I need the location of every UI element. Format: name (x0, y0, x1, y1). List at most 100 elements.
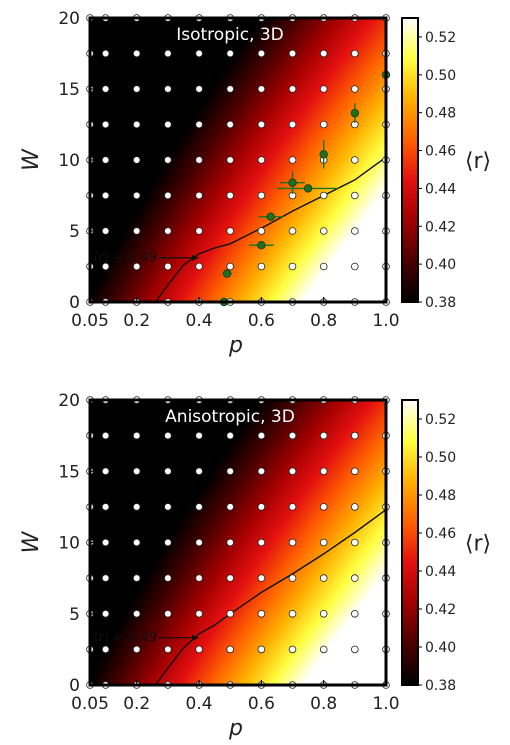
colorbar-tick-label: 0.48 (425, 106, 456, 122)
sample-point (319, 120, 328, 129)
colorbar-tick-label: 0.50 (425, 450, 456, 466)
sample-point (288, 645, 297, 654)
sample-point (101, 609, 110, 618)
sample-point (164, 156, 172, 164)
sample-point (101, 538, 110, 547)
sample-point (288, 227, 297, 235)
sample-point (132, 85, 141, 93)
sample-point (101, 503, 110, 511)
sample-point (132, 156, 141, 164)
colorbar-tick-label: 0.42 (425, 219, 456, 235)
sample-point (288, 262, 297, 271)
contour-label: ⟨r⟩ = 0.49 (93, 251, 157, 266)
sample-point (257, 645, 266, 654)
sample-point (226, 120, 235, 129)
colorbar-label: ⟨r⟩ (465, 532, 491, 557)
green-point (222, 269, 232, 278)
y-tick-label: 10 (58, 534, 80, 554)
sample-point (101, 156, 110, 164)
sample-point (195, 156, 203, 164)
sample-point (350, 467, 359, 476)
y-axis-label: W (19, 148, 44, 171)
sample-point (257, 467, 266, 476)
sample-point (288, 120, 297, 129)
x-axis-label: p (228, 716, 243, 741)
sample-point (195, 645, 203, 654)
x-tick-label: 0.05 (71, 311, 109, 331)
sample-point (195, 467, 203, 476)
green-point (288, 178, 297, 187)
colorbar-tick-label: 0.40 (425, 257, 456, 273)
sample-point (195, 227, 203, 235)
contour-arrowhead (192, 634, 200, 641)
sample-point (101, 467, 110, 476)
sample-point (101, 431, 110, 440)
panel-title: Anisotropic, 3D (165, 407, 295, 427)
sample-point (350, 262, 359, 271)
sample-point (288, 156, 297, 164)
colorbar-tick-label: 0.48 (425, 488, 456, 504)
sample-point (226, 467, 235, 476)
sample-point (226, 262, 235, 271)
x-tick-label: 0.2 (123, 694, 150, 714)
x-tick-label: 0.05 (71, 694, 109, 714)
sample-point (226, 538, 235, 547)
sample-point (101, 574, 110, 582)
sample-point (319, 467, 328, 476)
sample-point (319, 227, 328, 235)
colorbar-tick-label: 0.46 (425, 144, 456, 160)
green-point (350, 108, 360, 118)
y-tick-label: 0 (69, 293, 80, 313)
sample-point (101, 120, 110, 129)
sample-point (195, 49, 203, 58)
sample-point (132, 503, 141, 511)
green-point (303, 184, 313, 193)
isotropic-panel: ⟨r⟩ = 0.49 Isotropic, 3D 0.05 0.2 0.4 0.6 0.8 1… (19, 9, 491, 358)
sample-point (164, 574, 172, 582)
sample-point (257, 49, 266, 58)
sample-point (164, 49, 172, 58)
sample-point (257, 538, 266, 547)
sample-point (226, 574, 235, 582)
y-axis-label: W (19, 530, 44, 553)
sample-point (164, 503, 172, 511)
sample-point (350, 645, 359, 654)
sample-point (164, 609, 172, 618)
sample-point (350, 85, 359, 93)
sample-point (226, 645, 235, 654)
sample-point (288, 431, 297, 440)
sample-point (319, 49, 328, 58)
sample-point (288, 49, 297, 58)
sample-point (226, 227, 235, 235)
sample-point (132, 538, 141, 547)
sample-point (195, 120, 203, 129)
sample-point (319, 191, 328, 200)
colorbar-tick-label: 0.52 (425, 30, 456, 46)
sample-point (132, 49, 141, 58)
sample-point (226, 156, 235, 164)
anisotropic-panel: ⟨r⟩ = 0.49 Anisotropic, 3D 0.05 0.2 0.4 0.6 0.… (19, 391, 491, 741)
colorbar (401, 399, 419, 686)
sample-point (257, 503, 266, 511)
sample-point (257, 120, 266, 129)
sample-point (257, 431, 266, 440)
sample-point (101, 645, 110, 654)
sample-point (319, 85, 328, 93)
colorbar-tick-label: 0.44 (425, 564, 456, 580)
sample-point (257, 609, 266, 618)
sample-point (288, 85, 297, 93)
sample-point (288, 467, 297, 476)
sample-point (164, 431, 172, 440)
sample-point (226, 431, 235, 440)
sample-point (132, 191, 141, 200)
sample-point (257, 574, 266, 582)
sample-point (319, 503, 328, 511)
colorbar-tick-label: 0.46 (425, 526, 456, 542)
x-tick-label: 0.8 (310, 311, 337, 331)
y-tick-label: 0 (69, 676, 80, 696)
sample-point (195, 85, 203, 93)
colorbar-label: ⟨r⟩ (465, 149, 491, 174)
sample-point (132, 120, 141, 129)
y-tick-label: 15 (58, 462, 80, 482)
